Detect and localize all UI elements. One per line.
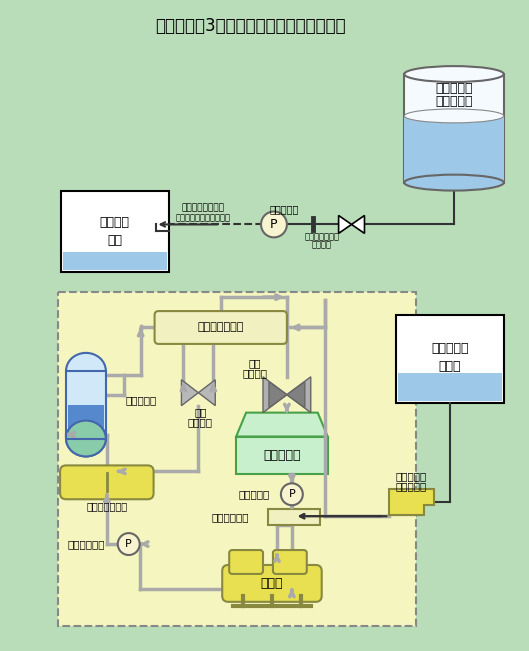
- Text: 主給水ポンプ: 主給水ポンプ: [67, 539, 105, 549]
- Text: （フランジ下流は仮設）: （フランジ下流は仮設）: [176, 213, 231, 222]
- Text: 注入ポンプ: 注入ポンプ: [396, 481, 427, 492]
- Ellipse shape: [404, 174, 504, 191]
- Text: 湿分分離加熱器: 湿分分離加熱器: [197, 322, 244, 333]
- Polygon shape: [263, 377, 287, 413]
- Bar: [63, 253, 167, 270]
- Text: タービン: タービン: [243, 368, 268, 378]
- Text: 原液抜き取り用: 原液抜き取り用: [304, 232, 339, 241]
- Text: ヒドラジン: ヒドラジン: [396, 471, 427, 481]
- Text: タービン: タービン: [188, 417, 213, 428]
- FancyBboxPatch shape: [60, 465, 153, 499]
- Text: 高圧給水加熱器: 高圧給水加熱器: [86, 501, 127, 511]
- Bar: [396, 315, 504, 403]
- Text: 高圧: 高圧: [194, 408, 207, 418]
- Text: P: P: [288, 490, 295, 499]
- Circle shape: [118, 533, 140, 555]
- Ellipse shape: [66, 353, 106, 389]
- Polygon shape: [181, 380, 198, 406]
- Text: 仮設受入: 仮設受入: [100, 216, 130, 229]
- Text: 脱気器: 脱気器: [261, 577, 283, 590]
- Polygon shape: [352, 215, 364, 234]
- Text: 蒸気発生器: 蒸気発生器: [125, 395, 156, 405]
- Text: 復　水　器: 復 水 器: [263, 449, 300, 462]
- Bar: [66, 371, 106, 439]
- Bar: [398, 373, 501, 400]
- Polygon shape: [198, 380, 215, 406]
- Text: タンク: タンク: [439, 360, 461, 373]
- Polygon shape: [339, 215, 352, 234]
- Text: 原液抜き取り系統: 原液抜き取り系統: [182, 203, 225, 212]
- Circle shape: [261, 212, 287, 238]
- Ellipse shape: [404, 66, 504, 82]
- Text: P: P: [125, 539, 132, 549]
- Polygon shape: [389, 490, 434, 515]
- Polygon shape: [287, 377, 311, 413]
- Text: 容器: 容器: [107, 234, 122, 247]
- Text: フランジ: フランジ: [312, 241, 332, 250]
- FancyBboxPatch shape: [154, 311, 287, 344]
- Bar: [58, 292, 416, 626]
- Text: 復水脱塩装置: 復水脱塩装置: [212, 512, 249, 522]
- Polygon shape: [287, 381, 305, 408]
- Text: 仮設ポンプ: 仮設ポンプ: [269, 204, 298, 214]
- Bar: [68, 405, 104, 437]
- Ellipse shape: [404, 109, 504, 123]
- Polygon shape: [269, 381, 287, 408]
- FancyBboxPatch shape: [229, 550, 263, 574]
- Text: ヒドラジン: ヒドラジン: [431, 342, 469, 355]
- Bar: [236, 437, 327, 475]
- Bar: [404, 74, 504, 183]
- Ellipse shape: [68, 422, 104, 454]
- Text: 伊方発電所3号機　ヒドラジン抜取概略図: 伊方発電所3号機 ヒドラジン抜取概略図: [155, 18, 345, 35]
- Text: ヒドラジン: ヒドラジン: [435, 81, 473, 94]
- Ellipse shape: [66, 421, 106, 456]
- Text: 原液タンク: 原液タンク: [435, 96, 473, 109]
- Ellipse shape: [66, 421, 106, 456]
- Text: 復水ポンプ: 復水ポンプ: [239, 490, 270, 499]
- Circle shape: [281, 483, 303, 505]
- FancyBboxPatch shape: [222, 565, 322, 602]
- Polygon shape: [236, 413, 327, 437]
- Bar: [66, 371, 106, 439]
- Bar: [404, 116, 504, 183]
- Text: 低圧: 低圧: [249, 358, 261, 368]
- Bar: [61, 191, 169, 272]
- FancyBboxPatch shape: [273, 550, 307, 574]
- Text: P: P: [270, 218, 278, 231]
- Bar: [268, 509, 320, 525]
